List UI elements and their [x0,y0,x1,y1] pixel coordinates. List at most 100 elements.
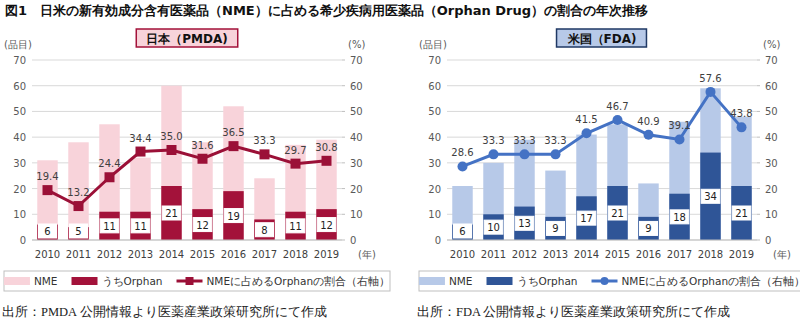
line [463,92,742,167]
bar [37,160,57,240]
legend: NME うちOrphan NMEに占めるOrphanの割合（右軸） [4,275,390,288]
y2-tick [342,60,345,61]
bar [607,186,627,240]
x-tick-label: 2010 [35,249,60,260]
bar [130,212,150,240]
y-axis-label: (品目) [419,39,447,50]
legend-label: NMEに占めるOrphanの割合（右軸） [622,275,800,287]
legend-swatch [419,277,445,285]
y-tick-label: 20 [13,184,26,195]
figure: 図1 日米の新有効成分含有医薬品（NME）に占める希少疾病用医薬品（Orphan… [0,0,800,324]
data-label: 30.8 [315,142,337,153]
bar [223,106,243,240]
y2-tick [342,240,345,241]
legend-label: NME [449,275,473,287]
x-axis-label: (年) [358,249,376,260]
bar [700,88,720,240]
bar [223,191,243,240]
data-label: 41.5 [575,114,597,125]
plot-marks [452,87,751,240]
data-label-box [100,219,119,233]
y2-tick-label: 30 [765,158,778,169]
legend-label: うちOrphan [102,275,163,288]
data-label: 12 [196,220,209,231]
y-tick-label: 60 [428,81,441,92]
data-label: 34 [704,191,717,202]
marker [706,87,716,97]
bar [452,186,472,240]
bar [452,225,472,240]
data-label: 19 [227,211,240,222]
legend-label: NME [34,275,58,287]
y-tick-label: 10 [13,209,26,220]
y2-tick [757,111,760,112]
grid-line [32,240,342,241]
x-tick-label: 2016 [221,249,246,260]
y2-tick-label: 0 [350,235,356,246]
bar [700,153,720,240]
data-label: 5 [75,226,81,237]
legend-swatch [4,277,30,285]
legend-swatch [487,277,513,285]
data-label-box [39,224,57,238]
bar [37,225,57,240]
x-axis-line [32,240,342,241]
data-labels: 6101391721918342128.633.333.333.341.546.… [451,73,752,238]
data-label: 33.3 [544,135,566,146]
y2-tick [342,137,345,138]
grid-line [32,137,342,138]
data-label: 10 [487,222,500,233]
bar [576,196,596,240]
x-tick-label: 2018 [283,249,308,260]
data-label: 31.6 [191,140,213,151]
bar [99,212,119,240]
y-tick-label: 0 [435,235,441,246]
y2-tick-label: 70 [350,55,363,66]
grid-line [447,60,757,61]
bar [638,183,658,240]
legend-marker [601,277,609,285]
data-label-box [670,210,689,224]
y-tick-label: 60 [13,81,26,92]
data-label-box [608,206,627,220]
x-tick-label: 2012 [512,249,537,260]
legend-box [419,271,800,291]
marker [291,159,301,169]
data-label: 12 [320,220,333,231]
y2-tick [342,162,345,163]
x-tick-label: 2011 [481,249,506,260]
bar [254,178,274,240]
marker [551,149,561,159]
bar [161,86,181,240]
marker [489,149,499,159]
grid-line [447,240,757,241]
grid-line [32,60,342,61]
marker [613,115,623,125]
data-label-box [317,218,336,232]
marker [260,149,270,159]
x-tick-label: 2011 [66,249,91,260]
legend-label: NMEに占めるOrphanの割合（右軸） [207,275,391,287]
x-tick-label: 2014 [574,249,599,260]
data-label: 9 [552,223,558,234]
data-label: 33.3 [513,135,535,146]
data-label-box [732,206,751,220]
marker [43,185,53,195]
data-label: 43.8 [730,108,752,119]
data-label: 21 [165,208,178,219]
x-tick-label: 2013 [128,249,153,260]
y2-tick [757,137,760,138]
bar [545,217,565,240]
plot-marks [37,86,336,240]
data-label: 35.0 [160,131,182,142]
marker [520,149,530,159]
y-tick-label: 10 [428,209,441,220]
bar [130,158,150,240]
x-tick-label: 2015 [190,249,215,260]
y2-tick-label: 30 [350,158,363,169]
marker [737,122,747,132]
y2-tick-label: 60 [765,81,778,92]
bar [731,186,751,240]
x-tick-label: 2015 [605,249,630,260]
legend-marker [186,277,194,285]
